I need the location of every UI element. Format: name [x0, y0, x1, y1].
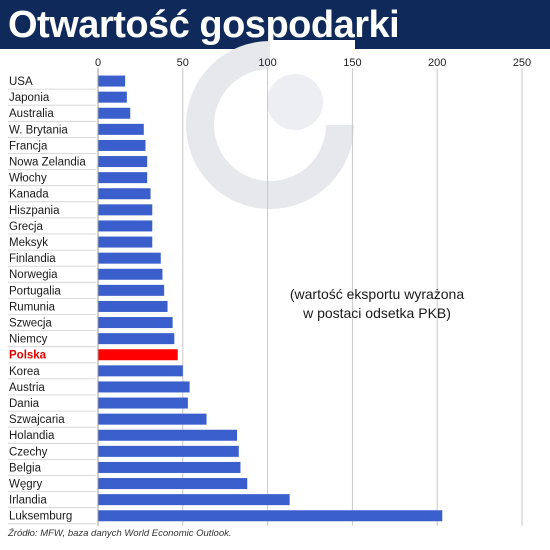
bar: [98, 494, 290, 506]
category-label: Portugalia: [9, 285, 61, 297]
category-label: Nowa Zelandia: [9, 157, 86, 169]
title-bar: Otwartość gospodarki: [0, 0, 550, 49]
category-label: Kanada: [9, 189, 49, 201]
category-label: Austria: [9, 382, 45, 394]
category-label: W. Brytania: [9, 124, 68, 136]
category-label: Szwajcaria: [9, 414, 65, 426]
x-tick-label: 200: [428, 57, 446, 69]
category-label: Rumunia: [9, 301, 56, 313]
category-label: Norwegia: [9, 269, 58, 281]
bar: [98, 139, 146, 151]
bar: [98, 510, 443, 522]
bar: [98, 284, 165, 296]
category-label: Dania: [9, 398, 40, 410]
category-label: Finlandia: [9, 253, 56, 265]
bar: [98, 156, 148, 168]
category-label: Australia: [9, 108, 54, 120]
category-label: Węgry: [9, 479, 42, 491]
category-label: Niemcy: [9, 334, 48, 346]
bar: [98, 445, 239, 457]
bar: [98, 107, 131, 119]
category-label: Szwecja: [9, 318, 52, 330]
page-title: Otwartość gospodarki: [8, 4, 400, 46]
x-tick-label: 250: [513, 57, 531, 69]
bar: [98, 91, 127, 103]
bar: [98, 413, 207, 425]
category-label: Korea: [9, 366, 40, 378]
category-label: Holandia: [9, 430, 55, 442]
chart-annotation: (wartość eksportu wyrażona w postaci ods…: [262, 285, 492, 323]
bar: [98, 333, 175, 345]
category-label: Włochy: [9, 173, 47, 185]
category-label: Luksemburg: [9, 511, 72, 523]
category-label: Belgia: [9, 462, 42, 474]
x-tick-label: 0: [95, 57, 101, 69]
bar: [98, 478, 248, 490]
x-tick-label: 150: [343, 57, 361, 69]
bar: [98, 236, 153, 248]
bar-highlight: [98, 349, 178, 361]
bar: [98, 300, 168, 312]
bar: [98, 252, 161, 264]
bar: [98, 381, 190, 393]
annotation-line-2: w postaci odsetka PKB): [303, 305, 451, 321]
bar: [98, 75, 126, 87]
bar: [98, 172, 148, 184]
category-label: Irlandia: [9, 495, 47, 507]
category-label: Hiszpania: [9, 205, 60, 217]
category-label: Polska: [9, 350, 47, 362]
bar: [98, 461, 241, 473]
bar: [98, 268, 163, 280]
category-label: Grecja: [9, 221, 43, 233]
category-label: Francja: [9, 140, 48, 152]
bar: [98, 188, 151, 200]
bar: [98, 123, 144, 135]
x-tick-label: 100: [258, 57, 276, 69]
bar: [98, 204, 153, 216]
category-label: USA: [9, 76, 33, 88]
category-label: Meksyk: [9, 237, 48, 249]
category-label: Japonia: [9, 92, 50, 104]
bar: [98, 365, 183, 377]
bar: [98, 317, 173, 329]
category-label: Czechy: [9, 446, 48, 458]
annotation-line-1: (wartość eksportu wyrażona: [289, 286, 465, 302]
source-note: Źródło: MFW, baza danych World Economic …: [8, 528, 232, 539]
x-tick-label: 50: [177, 57, 189, 69]
bar: [98, 397, 188, 409]
bar-chart: 0 50 100 150 200 250 USA Japonia Australia W. Bry…: [8, 57, 531, 526]
bar: [98, 429, 238, 441]
bar: [98, 220, 153, 232]
